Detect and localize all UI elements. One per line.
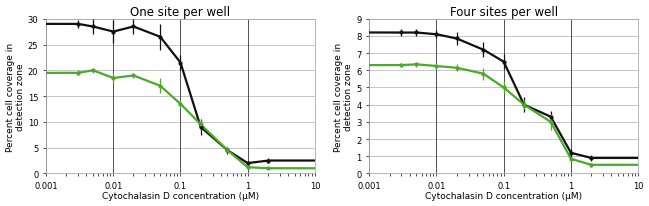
X-axis label: Cytochalasin D concentration (μM): Cytochalasin D concentration (μM) <box>425 192 582 200</box>
Title: Four sites per well: Four sites per well <box>450 6 557 19</box>
Y-axis label: Percent cell coverage in
detection zone: Percent cell coverage in detection zone <box>334 42 354 151</box>
X-axis label: Cytochalasin D concentration (μM): Cytochalasin D concentration (μM) <box>102 192 259 200</box>
Y-axis label: Percent cell coverage in
detection zone: Percent cell coverage in detection zone <box>6 42 25 151</box>
Title: One site per well: One site per well <box>130 6 230 19</box>
